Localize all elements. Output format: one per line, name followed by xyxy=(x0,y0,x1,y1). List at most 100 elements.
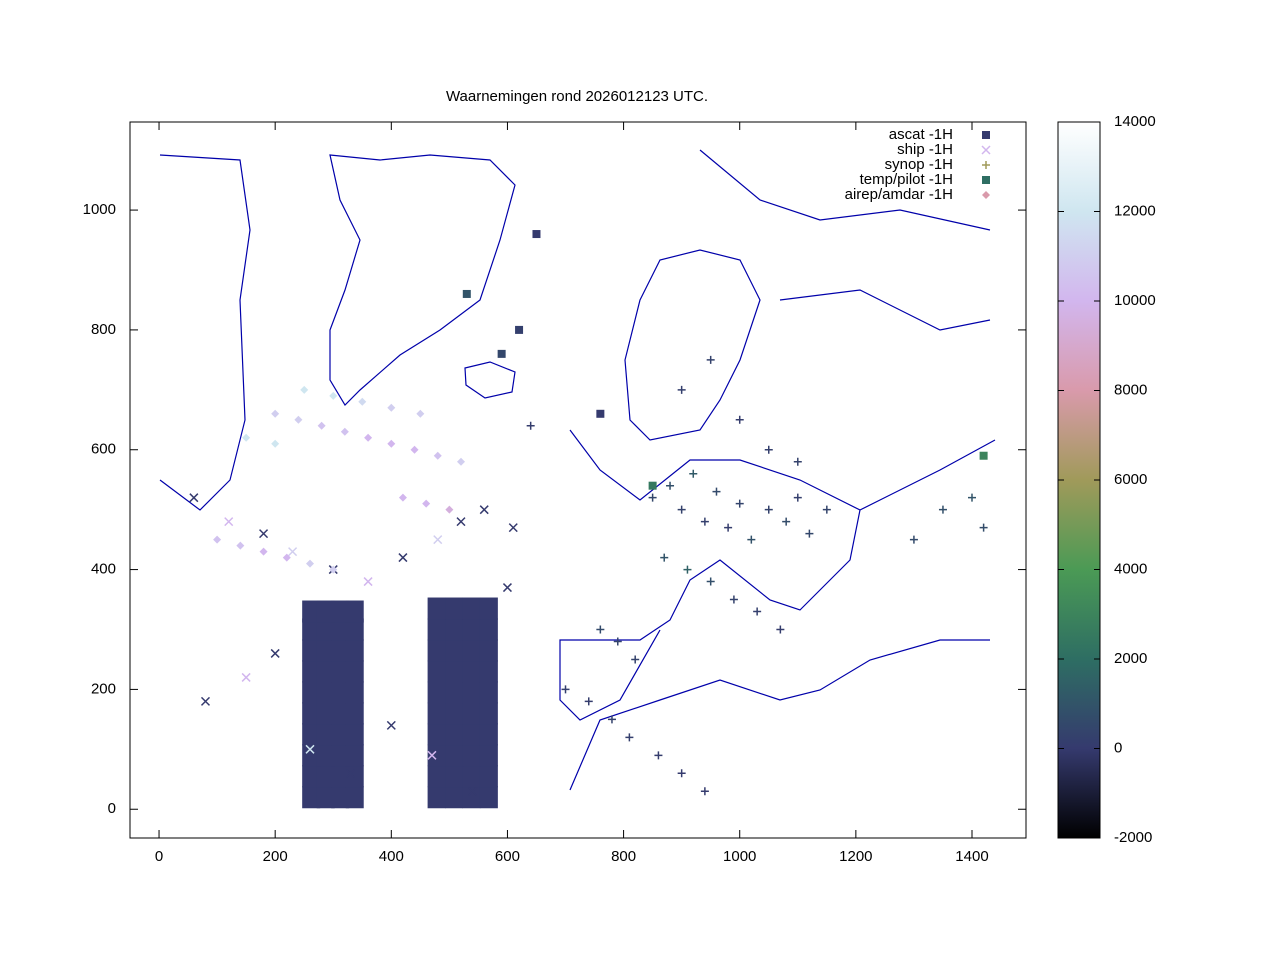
point xyxy=(288,547,298,557)
point xyxy=(683,565,692,574)
point xyxy=(729,595,738,604)
point xyxy=(302,744,321,767)
point xyxy=(479,639,498,662)
point xyxy=(712,487,721,496)
point xyxy=(270,648,280,658)
point xyxy=(302,681,321,704)
colorbar-tick-label: 4000 xyxy=(1114,560,1147,577)
point xyxy=(462,639,481,662)
point xyxy=(329,565,338,574)
point xyxy=(241,672,251,682)
point xyxy=(654,751,663,760)
point xyxy=(345,786,364,809)
point xyxy=(316,702,335,725)
point xyxy=(331,660,350,683)
point xyxy=(462,744,481,767)
point xyxy=(302,786,321,809)
point xyxy=(462,618,481,641)
point xyxy=(302,618,321,641)
coastline xyxy=(699,149,996,511)
point xyxy=(445,744,464,767)
point xyxy=(345,639,364,662)
point xyxy=(316,723,335,746)
point xyxy=(462,660,481,683)
point xyxy=(938,505,947,514)
point xyxy=(427,702,446,725)
point xyxy=(776,625,785,634)
point xyxy=(805,529,814,538)
point xyxy=(316,681,335,704)
point xyxy=(433,451,442,460)
point xyxy=(445,660,464,683)
legend-label: synop -1H xyxy=(885,156,953,173)
point xyxy=(502,583,512,593)
point xyxy=(331,600,350,623)
point xyxy=(479,618,498,641)
point xyxy=(259,547,268,556)
point xyxy=(427,786,446,809)
point xyxy=(967,493,976,502)
point xyxy=(706,577,715,586)
point xyxy=(607,715,616,724)
point xyxy=(364,433,373,442)
point xyxy=(331,765,350,788)
point xyxy=(316,639,335,662)
point xyxy=(822,505,831,514)
point xyxy=(764,505,773,514)
point xyxy=(479,786,498,809)
legend-marker xyxy=(982,131,990,139)
point xyxy=(660,553,669,562)
y-tick-label: 800 xyxy=(91,321,116,338)
point xyxy=(700,787,709,796)
y-tick-label: 600 xyxy=(91,441,116,458)
point xyxy=(302,765,321,788)
point xyxy=(345,765,364,788)
x-tick-label: 1400 xyxy=(955,848,988,865)
point xyxy=(979,451,988,460)
point xyxy=(445,639,464,662)
point xyxy=(316,660,335,683)
point xyxy=(416,409,425,418)
point xyxy=(462,765,481,788)
point xyxy=(427,744,446,767)
point xyxy=(468,786,478,796)
point xyxy=(427,750,437,760)
point xyxy=(200,696,211,706)
point xyxy=(305,744,315,754)
point xyxy=(764,445,773,454)
point xyxy=(433,535,443,545)
point xyxy=(677,769,686,778)
point xyxy=(648,481,657,490)
coastline xyxy=(624,249,761,441)
coastline xyxy=(464,361,516,399)
x-tick-label: 600 xyxy=(495,848,520,865)
point xyxy=(213,535,222,544)
point xyxy=(387,403,396,412)
point xyxy=(345,702,364,725)
point xyxy=(427,639,446,662)
point xyxy=(462,597,481,620)
legend-label: ship -1H xyxy=(897,141,953,158)
x-tick-label: 0 xyxy=(155,848,163,865)
coastline xyxy=(569,639,990,791)
point xyxy=(753,607,762,616)
point xyxy=(345,600,364,623)
point xyxy=(306,559,315,568)
point xyxy=(631,655,640,664)
point xyxy=(735,499,744,508)
point xyxy=(724,523,733,532)
chart-title: Waarnemingen rond 2026012123 UTC. xyxy=(446,88,708,105)
colorbar-tick-label: 10000 xyxy=(1114,292,1156,309)
point xyxy=(398,493,407,502)
y-tick-label: 400 xyxy=(91,561,116,578)
point xyxy=(189,493,199,503)
x-tick-label: 1200 xyxy=(839,848,872,865)
point xyxy=(331,744,350,767)
point xyxy=(427,681,446,704)
point xyxy=(340,427,349,436)
point xyxy=(331,618,350,641)
point xyxy=(345,723,364,746)
x-tick-label: 400 xyxy=(379,848,404,865)
legend-marker xyxy=(981,145,991,155)
